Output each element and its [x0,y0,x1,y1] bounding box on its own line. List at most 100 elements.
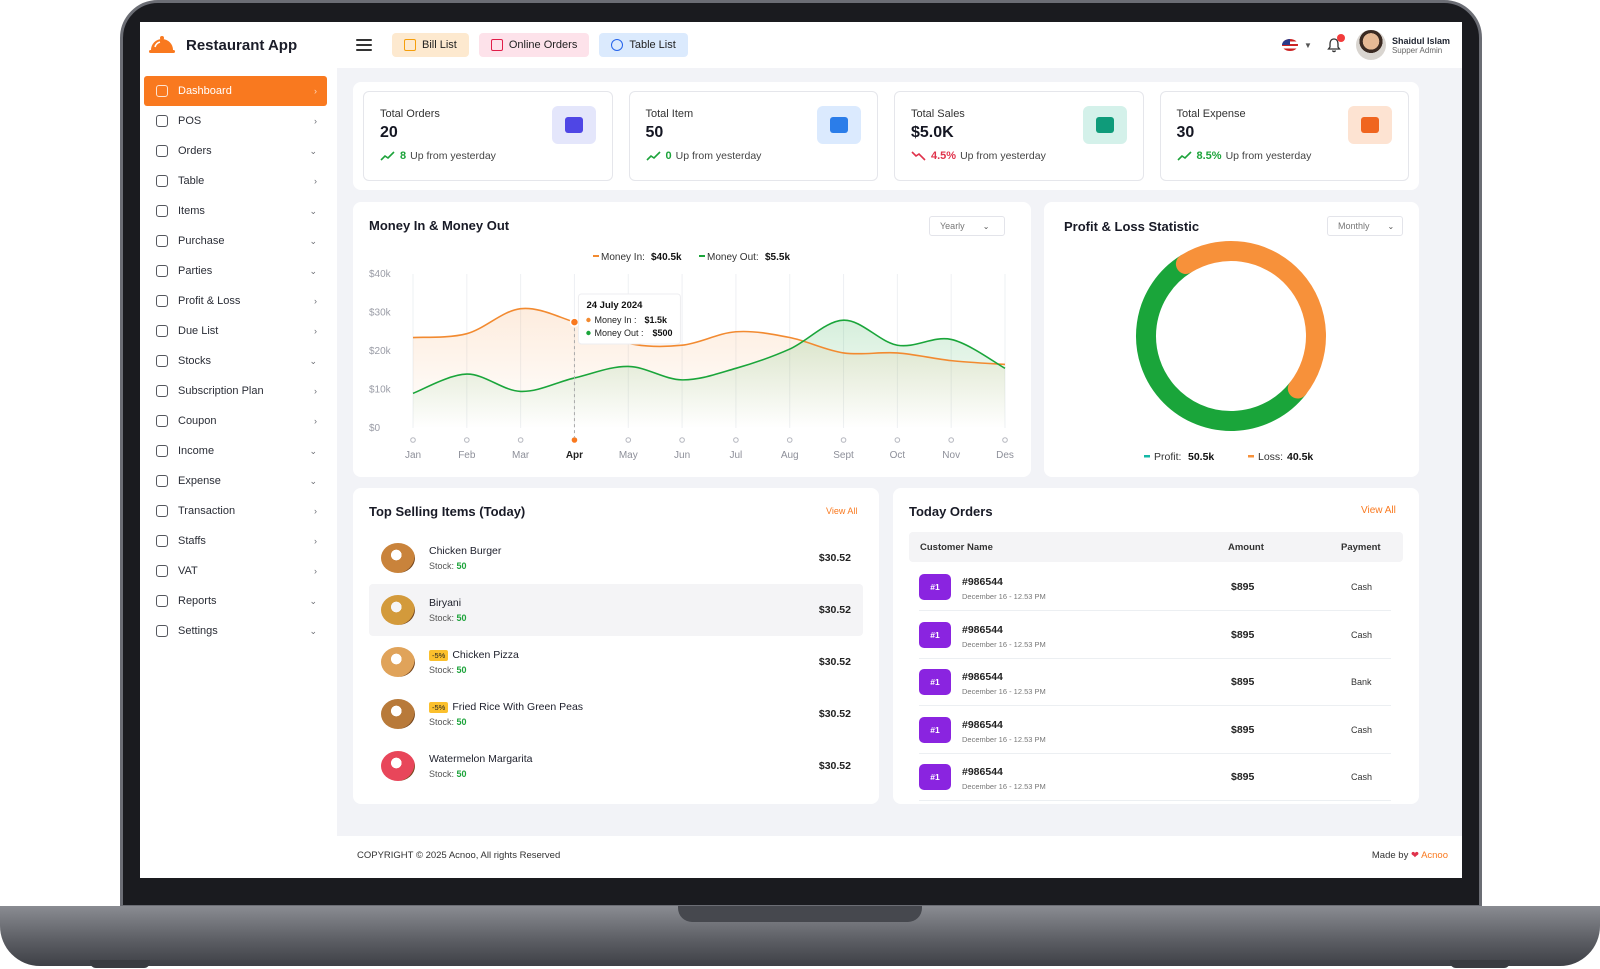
brand[interactable]: Restaurant App [140,34,340,56]
x-tick-dot[interactable] [948,437,954,443]
donut-slice-loss[interactable] [1175,241,1326,399]
today-orders-view-all-link[interactable]: View All [1361,505,1396,516]
chevron-icon: ⌄ [309,445,317,456]
x-tick-dot[interactable] [894,437,901,443]
x-tick-dot[interactable] [679,437,685,443]
sidebar-item-label: Transaction [178,505,236,517]
x-tick-dot[interactable] [1002,437,1008,443]
item-name-line: Chicken Burger [429,545,819,557]
list-item[interactable]: Watermelon Margarita Stock: 50 $30.52 [369,740,863,792]
user-menu[interactable]: Shaidul Islam Supper Admin [1355,30,1450,60]
money-chart-filter[interactable]: Yearly ⌄ [929,216,1005,236]
top-selling-view-all-link[interactable]: View All [826,506,858,516]
x-tick-dot[interactable] [464,437,470,443]
sidebar-item-items[interactable]: Items ⌄ [144,196,327,226]
bill-list-button[interactable]: Bill List [392,33,469,57]
order-amount: $895 [1231,771,1255,783]
sidebar-item-income[interactable]: Income ⌄ [144,436,327,466]
profit-loss-donut: Profit: 50.5k Loss: 40.5k [1136,241,1326,463]
cart-icon [564,117,583,133]
table-list-button[interactable]: Table List [599,33,688,57]
sidebar-item-label: Stocks [178,355,212,367]
stat-card-total-orders: Total Orders 20 8 Up from yesterday [363,91,613,181]
sidebar-item-profit-loss[interactable]: Profit & Loss › [144,286,327,316]
orders-table-header: Customer Name Amount Payment [909,532,1403,562]
sidebar-item-vat[interactable]: VAT › [144,556,327,586]
dashboard-icon [156,85,168,97]
x-tick-dot[interactable] [733,437,739,443]
order-id: #986544 [962,576,1003,588]
sidebar-item-pos[interactable]: POS › [144,106,327,136]
notifications-button[interactable] [1326,34,1345,53]
chevron-icon: › [314,536,317,546]
sidebar-item-parties[interactable]: Parties ⌄ [144,256,327,286]
table-row[interactable]: #1 #986544 December 16 - 12.53 PM $895 Cash [919,612,1391,659]
item-name-line: Watermelon Margarita [429,753,819,765]
table-row[interactable]: #1 #986544 December 16 - 12.53 PM $895 Bank [919,659,1391,706]
column-amount: Amount [1228,542,1264,553]
stat-card-total-expense: Total Expense 30 8.5% Up from yesterday [1159,91,1409,181]
sidebar-item-dashboard[interactable]: Dashboard › [144,76,327,106]
language-selector[interactable]: ▼ [1282,39,1312,51]
x-tick-dot[interactable] [571,437,578,443]
x-tick-dot[interactable] [517,437,524,443]
trend-value: 8 [400,150,407,162]
list-item[interactable]: Biryani Stock: 50 $30.52 [369,584,863,636]
hover-point[interactable] [569,317,580,327]
table-row[interactable]: #1 #986544 December 16 - 12.53 PM $895 Cash [919,707,1391,754]
stock-label: Stock: [429,769,455,779]
online-orders-label: Online Orders [508,39,578,51]
table-row[interactable]: #1 #986544 December 16 - 12.53 PM $895 Cash [919,754,1391,801]
copyright-text: COPYRIGHT © 2025 Acnoo, All rights Reser… [357,850,561,861]
sidebar-item-purchase[interactable]: Purchase ⌄ [144,226,327,256]
sidebar-item-settings[interactable]: Settings ⌄ [144,616,327,646]
pl-chart-filter[interactable]: Monthly ⌄ [1327,216,1403,236]
chevron-icon: ⌄ [309,235,317,246]
item-price: $30.52 [818,604,851,616]
bag-icon [1361,117,1379,133]
today-orders-card: Today Orders View All Customer Name Amou… [893,488,1419,804]
sidebar-item-orders[interactable]: Orders ⌄ [144,136,327,166]
bell-icon [1327,38,1341,53]
y-tick-label: $30k [369,308,392,319]
sidebar-item-due-list[interactable]: Due List › [144,316,327,346]
acnoo-link[interactable]: Acnoo [1421,850,1448,861]
x-tick-dot[interactable] [840,437,847,443]
sidebar-item-subscription-plan[interactable]: Subscription Plan › [144,376,327,406]
money-bag-icon [156,445,168,457]
sidebar-item-label: Orders [178,145,212,157]
sidebar-item-transaction[interactable]: Transaction › [144,496,327,526]
list-item[interactable]: -5% Chicken Pizza Stock: 50 $30.52 [369,636,863,688]
tooltip-box [577,293,681,345]
sidebar: Dashboard › POS › Orders ⌄ Table › Items ⌄ Purchas… [140,68,337,878]
online-orders-button[interactable]: Online Orders [478,33,590,57]
sidebar-item-staffs[interactable]: Staffs › [144,526,327,556]
menu-toggle-icon[interactable] [356,39,372,51]
sidebar-item-expense[interactable]: Expense ⌄ [144,466,327,496]
sidebar-item-reports[interactable]: Reports ⌄ [144,586,327,616]
sidebar-item-stocks[interactable]: Stocks ⌄ [144,346,327,376]
x-tick-dot[interactable] [786,437,793,443]
x-tick-label: Sept [833,450,854,461]
x-tick-dot[interactable] [410,437,416,443]
x-tick-dot[interactable] [625,437,632,443]
trend-suffix: Up from yesterday [410,150,496,162]
series-area-money-out [413,320,1005,428]
chevron-icon: ⌄ [309,205,317,216]
tag-icon [156,115,168,127]
users-icon [156,265,168,277]
stat-trend: 8 Up from yesterday [380,150,596,162]
discount-badge: -5% [429,701,449,713]
list-item[interactable]: -5% Fried Rice With Green Peas Stock: 50 $3… [369,688,863,740]
table-row[interactable]: #1 #986544 December 16 - 12.53 PM $895 Cash [919,564,1391,611]
sidebar-item-table[interactable]: Table › [144,166,327,196]
area-chart-icon [1095,117,1114,133]
chevron-icon: › [314,416,317,426]
donut-slice-profit[interactable] [1136,253,1308,431]
item-info: -5% Fried Rice With Green Peas Stock: 50 [429,701,819,727]
stat-value: 30 [1176,124,1195,141]
chevron-down-icon: ⌄ [982,221,990,231]
sidebar-item-label: Table [178,175,205,187]
list-item[interactable]: Chicken Burger Stock: 50 $30.52 [369,532,863,584]
sidebar-item-coupon[interactable]: Coupon › [144,406,327,436]
